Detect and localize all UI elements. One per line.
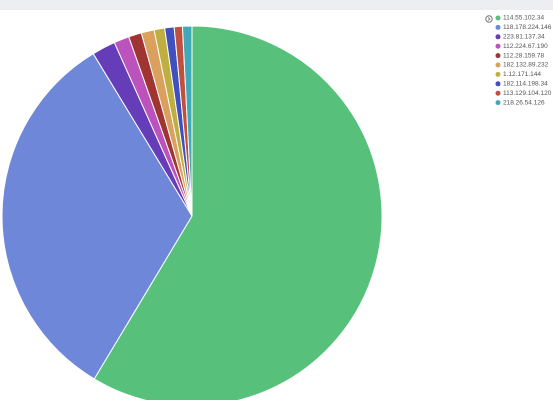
legend: 114.55.102.34 118.178.224.146 223.81.137.3… [495, 15, 552, 106]
legend-swatch[interactable] [495, 24, 501, 30]
legend-label[interactable]: 118.178.224.146 [503, 24, 552, 31]
legend-label[interactable]: 218.26.54.126 [503, 99, 545, 106]
legend-swatch[interactable] [495, 43, 501, 49]
legend-label[interactable]: 114.55.102.34 [503, 15, 544, 22]
legend-label[interactable]: 182.114.198.34 [503, 81, 548, 88]
legend-toggle-icon[interactable] [487, 17, 491, 21]
legend-swatch[interactable] [495, 53, 501, 59]
pie-slice[interactable] [93, 25, 383, 400]
legend-label[interactable]: 113.129.104.120 [503, 90, 552, 97]
legend-swatch[interactable] [495, 81, 501, 87]
legend-swatch[interactable] [495, 100, 501, 106]
legend-swatch[interactable] [495, 34, 501, 40]
pie-slice[interactable] [181, 25, 193, 217]
legend-label[interactable]: 112.224.67.190 [503, 43, 548, 50]
legend-label[interactable]: 182.132.89.232 [503, 62, 549, 69]
legend-swatch[interactable] [495, 15, 501, 21]
top-bar [0, 0, 553, 10]
legend-swatch[interactable] [495, 90, 501, 96]
pie [1, 25, 383, 400]
pie-slice[interactable] [1, 52, 193, 380]
legend-label[interactable]: 112.28.159.78 [503, 52, 544, 59]
legend-swatch[interactable] [495, 62, 501, 68]
legend-label[interactable]: 1.12.171.144 [503, 71, 541, 78]
legend-label[interactable]: 223.81.137.34 [503, 34, 545, 41]
legend-swatch[interactable] [495, 71, 501, 77]
legend-toggle[interactable] [485, 15, 493, 23]
